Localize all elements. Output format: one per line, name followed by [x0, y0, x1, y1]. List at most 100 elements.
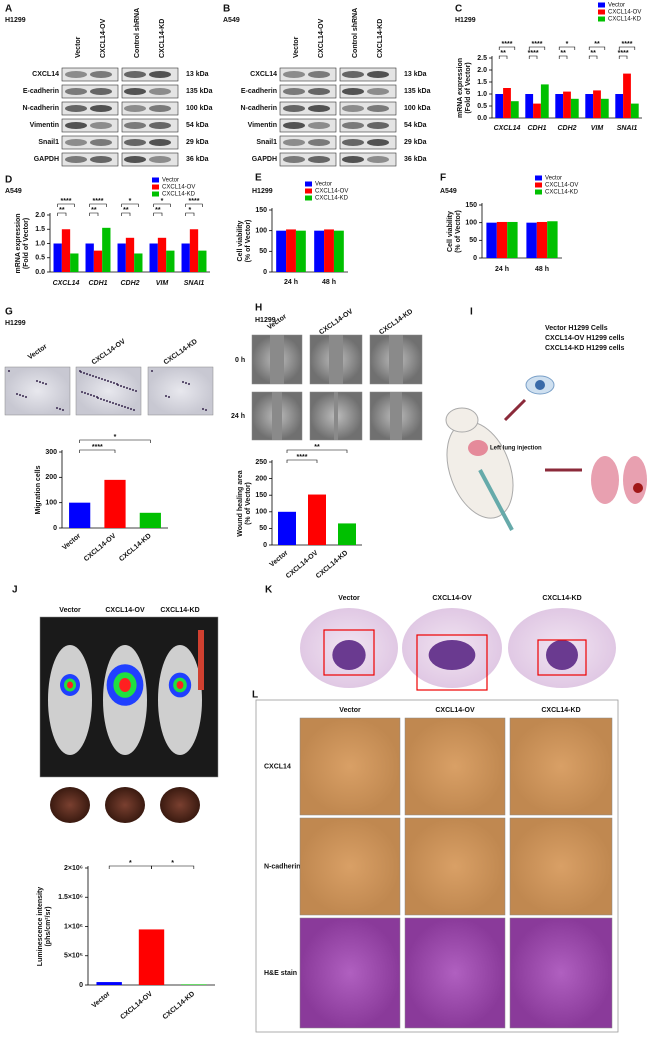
cell-dot — [120, 385, 122, 387]
column-label: CXCL14-KD — [378, 308, 414, 336]
cell-dot — [109, 401, 111, 403]
x-tick-label: CDH1 — [527, 125, 546, 132]
band — [65, 139, 87, 146]
y-tick-label: 50 — [469, 237, 477, 244]
protein-label: CXCL14 — [32, 71, 59, 78]
roi — [537, 639, 587, 676]
column-label: CXCL14-KD — [541, 707, 580, 714]
band — [308, 71, 330, 78]
band — [65, 71, 87, 78]
y-tick-label: 0 — [53, 525, 57, 532]
y-tick-label: 0 — [263, 542, 267, 549]
legend-label: Vector — [315, 182, 332, 188]
cell-dot — [45, 383, 47, 385]
size-label: 29 kDa — [186, 139, 209, 146]
significance: **** — [532, 41, 543, 48]
significance: * — [566, 41, 569, 48]
panel-letter: D — [5, 175, 12, 186]
cell-dot — [188, 383, 190, 385]
x-tick-label: 24 h — [495, 266, 509, 273]
cell-dot — [36, 380, 38, 382]
band — [367, 71, 389, 78]
wound-gap — [329, 335, 343, 384]
mouse-lung — [468, 440, 488, 456]
roi — [323, 629, 375, 676]
band — [308, 139, 330, 146]
size-label: 100 kDa — [404, 105, 431, 112]
wound-gap — [334, 392, 338, 440]
x-tick-label: Vector — [61, 532, 82, 551]
band — [124, 105, 146, 112]
lane-label: Control shRNA — [134, 8, 141, 58]
y-axis-label: Cell viability — [447, 211, 454, 252]
band — [342, 139, 364, 146]
bar — [333, 230, 344, 272]
image — [299, 817, 401, 916]
size-label: 54 kDa — [186, 122, 209, 129]
protein-label: GAPDH — [252, 156, 277, 163]
bar — [615, 94, 624, 118]
y-tick-label: 1×10⁶ — [64, 923, 83, 930]
significance: **** — [528, 50, 539, 57]
bracket — [121, 212, 131, 216]
lane-label: CXCL14-KD — [377, 19, 384, 58]
cell-dot — [8, 370, 10, 372]
y-axis-label: (% of Vector) — [245, 482, 252, 525]
row-label: CXCL14 — [264, 763, 291, 770]
panel-letter: C — [455, 4, 462, 15]
image — [147, 366, 214, 416]
cell-dot — [130, 408, 132, 410]
roi — [416, 634, 488, 691]
significance: * — [129, 860, 132, 867]
legend-label: Vector — [545, 176, 562, 182]
column-label: CXCL14-OV — [91, 338, 127, 366]
legend-swatch — [598, 2, 605, 8]
bracket — [528, 55, 538, 59]
significance: **** — [618, 50, 629, 57]
y-tick-label: 1.0 — [477, 91, 487, 98]
band — [283, 156, 305, 163]
cell-line: H1299 — [5, 17, 26, 24]
x-tick-label: SNAI1 — [184, 280, 205, 287]
legend-label: CXCL14-OV — [162, 185, 195, 191]
protein-label: N-cadherin — [22, 105, 59, 112]
band — [283, 88, 305, 95]
y-tick-label: 100 — [255, 509, 267, 516]
cell-dot — [113, 382, 115, 384]
panel-letter: A — [5, 4, 12, 15]
protein-label: CXCL14 — [250, 71, 277, 78]
bar — [314, 230, 325, 272]
excised-lung — [105, 787, 145, 823]
bracket — [558, 46, 576, 50]
band — [342, 156, 364, 163]
image — [299, 917, 401, 1029]
band — [149, 71, 171, 78]
legend-label: Vector — [162, 178, 179, 184]
image — [509, 917, 613, 1029]
cell-dot — [62, 409, 64, 411]
bar — [600, 98, 609, 118]
column-label: Vector — [266, 313, 288, 331]
bar — [102, 227, 111, 272]
wound-gap — [270, 335, 284, 384]
image — [75, 366, 142, 416]
cell-dot — [129, 388, 131, 390]
cell-line: A549 — [223, 17, 240, 24]
legend-label: CXCL14-KD — [545, 190, 579, 196]
band — [342, 88, 364, 95]
bracket — [185, 212, 195, 216]
cell-dot — [106, 400, 108, 402]
band — [149, 122, 171, 129]
cell-dot — [126, 387, 128, 389]
protein-label: GAPDH — [34, 156, 59, 163]
bracket — [153, 203, 171, 207]
significance: ** — [590, 50, 596, 57]
bar — [536, 221, 548, 258]
size-label: 13 kDa — [186, 71, 209, 78]
y-tick-label: 100 — [465, 220, 477, 227]
bracket — [618, 55, 628, 59]
x-tick-label: CDH2 — [557, 125, 576, 132]
y-tick-label: 100 — [255, 228, 267, 235]
significance: * — [129, 198, 132, 205]
panel-letter: E — [255, 173, 262, 184]
